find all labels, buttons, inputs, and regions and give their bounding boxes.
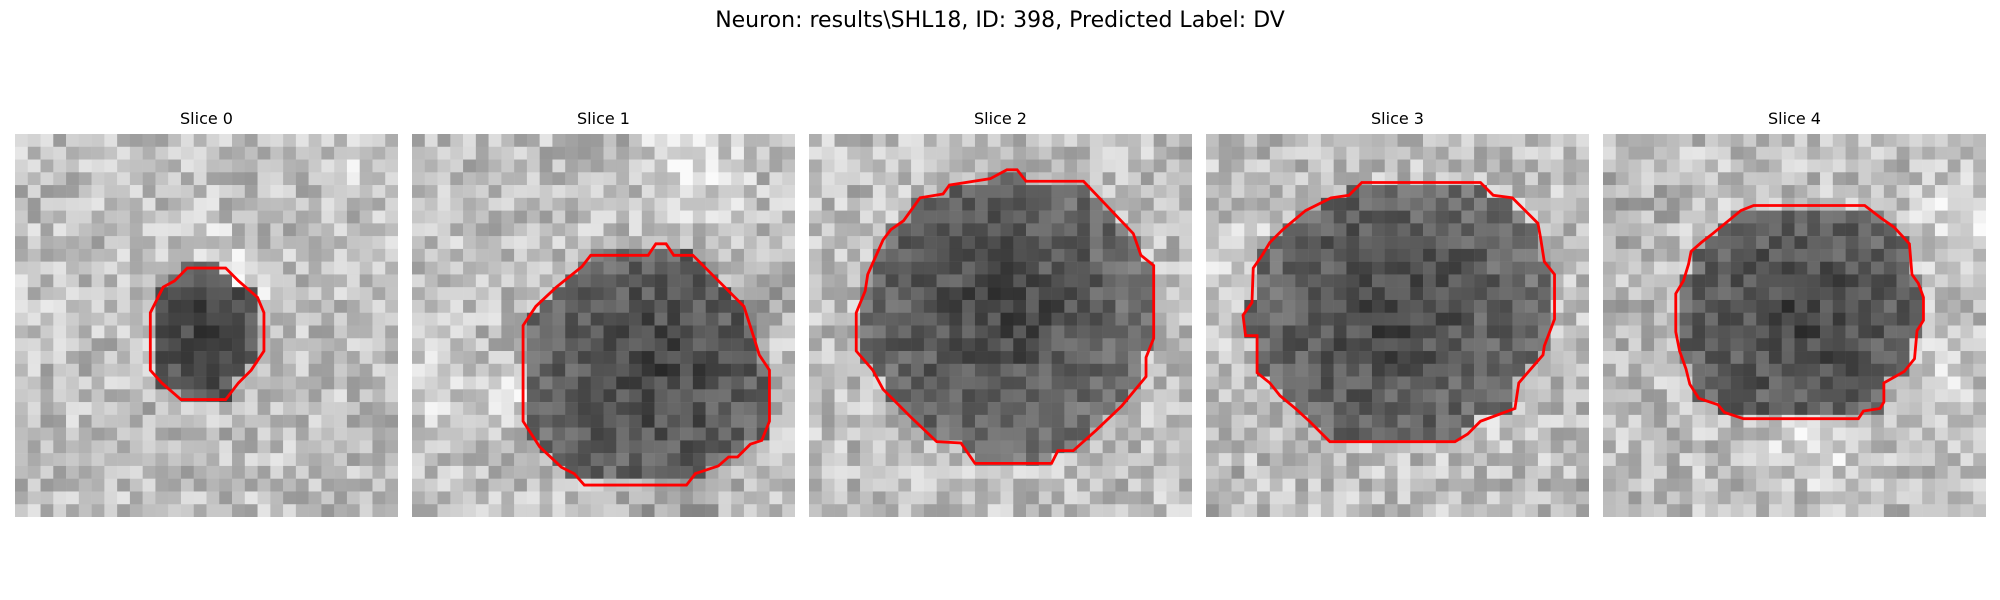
slice-panel-4: Slice 4	[1603, 108, 1986, 517]
soma-contour	[521, 242, 771, 487]
soma-contour	[1241, 181, 1556, 444]
figure-title: Neuron: results\SHL18, ID: 398, Predicte…	[715, 8, 1285, 33]
slice-panel-0: Slice 0	[15, 108, 398, 517]
slice-image	[1206, 134, 1589, 517]
pixel-grid	[809, 134, 1192, 517]
slice-title: Slice 1	[577, 109, 630, 128]
slice-title: Slice 3	[1371, 109, 1424, 128]
pixel-grid	[1206, 134, 1589, 517]
pixel-grid	[1603, 134, 1986, 517]
slice-image	[15, 134, 398, 517]
slice-title: Slice 4	[1768, 109, 1821, 128]
pixel-grid	[412, 134, 795, 517]
slice-image	[412, 134, 795, 517]
soma-contour	[1674, 204, 1925, 421]
slice-image	[1603, 134, 1986, 517]
slice-panel-2: Slice 2	[809, 108, 1192, 517]
soma-contour	[148, 266, 266, 401]
pixel-grid	[15, 134, 398, 517]
slice-panel-1: Slice 1	[412, 108, 795, 517]
soma-contour	[854, 168, 1156, 465]
slice-panel-3: Slice 3	[1206, 108, 1589, 517]
slice-title: Slice 0	[180, 109, 233, 128]
slice-image	[809, 134, 1192, 517]
slice-title: Slice 2	[974, 109, 1027, 128]
